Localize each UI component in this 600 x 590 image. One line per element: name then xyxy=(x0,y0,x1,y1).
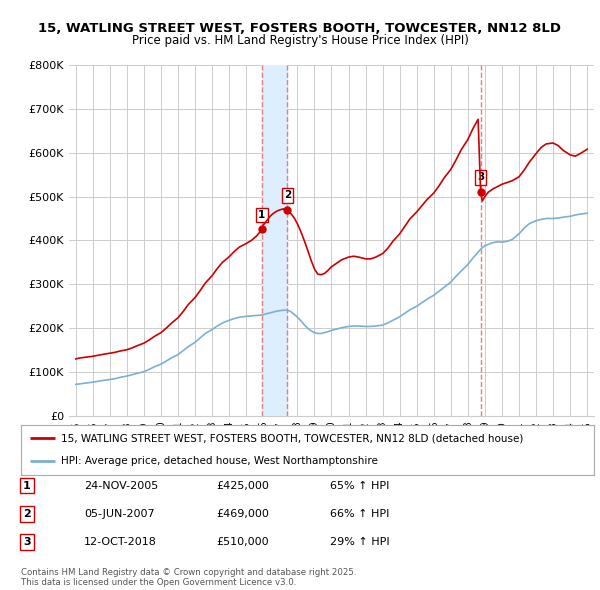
Text: 66% ↑ HPI: 66% ↑ HPI xyxy=(330,509,389,519)
Text: 05-JUN-2007: 05-JUN-2007 xyxy=(84,509,155,519)
Text: Price paid vs. HM Land Registry's House Price Index (HPI): Price paid vs. HM Land Registry's House … xyxy=(131,34,469,47)
Text: £510,000: £510,000 xyxy=(216,537,269,547)
Text: Contains HM Land Registry data © Crown copyright and database right 2025.
This d: Contains HM Land Registry data © Crown c… xyxy=(21,568,356,587)
Text: 2: 2 xyxy=(284,191,291,201)
Text: 24-NOV-2005: 24-NOV-2005 xyxy=(84,481,158,490)
Text: HPI: Average price, detached house, West Northamptonshire: HPI: Average price, detached house, West… xyxy=(61,457,378,467)
Text: 15, WATLING STREET WEST, FOSTERS BOOTH, TOWCESTER, NN12 8LD (detached house): 15, WATLING STREET WEST, FOSTERS BOOTH, … xyxy=(61,433,523,443)
Text: £425,000: £425,000 xyxy=(216,481,269,490)
Text: 29% ↑ HPI: 29% ↑ HPI xyxy=(330,537,389,547)
Text: £469,000: £469,000 xyxy=(216,509,269,519)
Text: 1: 1 xyxy=(258,209,266,219)
Bar xyxy=(262,65,287,416)
Text: 12-OCT-2018: 12-OCT-2018 xyxy=(84,537,157,547)
Text: 3: 3 xyxy=(477,172,484,182)
Text: 15, WATLING STREET WEST, FOSTERS BOOTH, TOWCESTER, NN12 8LD: 15, WATLING STREET WEST, FOSTERS BOOTH, … xyxy=(38,22,562,35)
Text: 65% ↑ HPI: 65% ↑ HPI xyxy=(330,481,389,490)
Text: 2: 2 xyxy=(23,509,31,519)
Text: 3: 3 xyxy=(23,537,31,547)
Text: 1: 1 xyxy=(23,481,31,490)
